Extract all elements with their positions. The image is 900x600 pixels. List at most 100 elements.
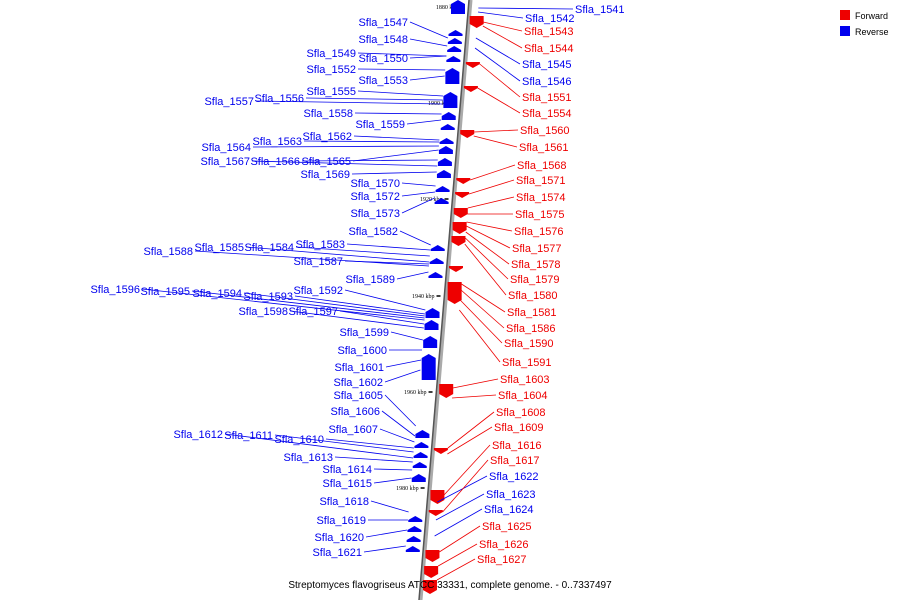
label-leader [357,52,447,57]
gene-label-sfla-1547: Sfla_1547 [358,17,408,29]
legend-label: Forward [855,11,888,21]
gene-label-sfla-1577: Sfla_1577 [512,243,562,255]
label-leader [464,243,507,296]
gene-label-sfla-1574: Sfla_1574 [516,192,566,204]
label-leader [243,292,425,317]
gene-label-sfla-1624: Sfla_1624 [484,504,534,516]
gene-label-sfla-1613: Sfla_1613 [283,452,333,464]
gene-label-sfla-1563: Sfla_1563 [252,136,302,148]
gene-label-sfla-1579: Sfla_1579 [510,274,560,286]
forward-gene [465,62,480,68]
reverse-gene [430,245,445,251]
gene-label-sfla-1580: Sfla_1580 [508,290,558,302]
gene-label-sfla-1571: Sfla_1571 [516,175,566,187]
forward-gene [456,178,471,184]
gene-label-sfla-1587: Sfla_1587 [293,256,343,268]
label-leader [352,149,439,162]
label-leader [274,434,414,453]
tick-label: 1880 kbp [436,5,459,11]
label-leader [295,246,430,257]
gene-label-sfla-1615: Sfla_1615 [322,478,372,490]
label-leader [289,310,424,329]
forward-gene [460,130,475,138]
gene-label-sfla-1556: Sfla_1556 [254,93,304,105]
gene-label-sfla-1558: Sfla_1558 [303,108,353,120]
label-leader [141,288,425,321]
reverse-gene [421,354,436,380]
gene-label-sfla-1612: Sfla_1612 [173,429,223,441]
reverse-gene [443,92,458,108]
gene-label-sfla-1616: Sfla_1616 [492,440,542,452]
gene-label-sfla-1591: Sfla_1591 [502,357,552,369]
forward-gene [428,510,443,516]
gene-label-sfla-1573: Sfla_1573 [350,208,400,220]
gene-label-sfla-1618: Sfla_1618 [319,496,369,508]
label-leader [437,543,478,567]
label-leader [459,299,503,344]
forward-gene [424,566,439,578]
backbone-line [418,0,470,600]
label-leader [468,179,515,195]
reverse-gene [447,46,462,52]
reverse-gene [424,320,439,330]
gene-label-sfla-1621: Sfla_1621 [312,547,362,559]
label-leader [406,119,442,125]
label-leader [482,25,523,49]
legend-swatch [840,26,850,36]
gene-label-sfla-1617: Sfla_1617 [490,455,540,467]
reverse-gene [440,124,455,130]
label-leader [452,394,497,399]
reverse-gene [436,170,451,178]
label-leader [436,558,476,581]
label-leader [301,159,438,162]
gene-label-sfla-1554: Sfla_1554 [522,108,572,120]
label-leader [467,196,515,209]
gene-label-sfla-1555: Sfla_1555 [306,86,356,98]
gene-label-sfla-1620: Sfla_1620 [314,532,364,544]
reverse-gene [423,336,438,348]
gene-label-sfla-1545: Sfla_1545 [522,59,572,71]
label-leader [344,260,430,265]
label-leader [401,191,436,197]
forward-gene [463,86,478,92]
label-leader [466,225,511,249]
reverse-gene [428,272,443,278]
label-leader [396,271,429,280]
gene-label-sfla-1559: Sfla_1559 [355,119,405,131]
label-leader [385,359,422,368]
reverse-gene [447,38,462,44]
label-leader [474,129,519,133]
gene-label-sfla-1626: Sfla_1626 [479,539,529,551]
label-leader [473,135,518,148]
label-leader [460,289,505,329]
reverse-gene [414,442,429,448]
label-leader [351,171,437,175]
forward-gene [452,222,467,234]
tick-label: 1940 kbp [412,294,435,300]
reverse-gene [405,546,420,552]
gene-label-sfla-1543: Sfla_1543 [524,26,574,38]
label-leader [363,545,406,553]
label-leader [401,182,436,187]
gene-label-sfla-1622: Sfla_1622 [489,471,539,483]
gene-label-sfla-1560: Sfla_1560 [520,125,570,137]
gene-label-sfla-1581: Sfla_1581 [507,307,557,319]
tick-label: 1980 kbp [396,486,419,492]
gene-label-sfla-1586: Sfla_1586 [506,323,556,335]
gene-label-sfla-1553: Sfla_1553 [358,75,408,87]
gene-label-sfla-1562: Sfla_1562 [302,131,352,143]
gene-label-sfla-1572: Sfla_1572 [350,191,400,203]
label-leader [344,289,426,311]
label-leader [357,68,446,71]
label-leader [447,411,495,449]
forward-gene [422,580,437,594]
reverse-gene [448,30,463,36]
gene-label-sfla-1561: Sfla_1561 [519,142,569,154]
reverse-gene [437,158,452,166]
label-leader [381,410,416,437]
gene-label-sfla-1599: Sfla_1599 [339,327,389,339]
forward-gene [425,550,440,562]
label-leader [191,290,425,319]
forward-gene [451,236,466,246]
